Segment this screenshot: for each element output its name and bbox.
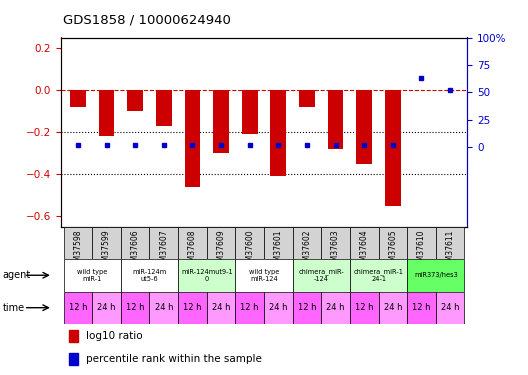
Bar (350, 227, 379, 259)
Bar (299, 90, 315, 107)
Text: GSM37609: GSM37609 (216, 230, 225, 271)
Bar (379, 227, 407, 259)
Text: 24 h: 24 h (212, 303, 230, 312)
Bar (207, 292, 235, 324)
Bar (264, 292, 293, 324)
Text: 24 h: 24 h (155, 303, 173, 312)
Text: 24 h: 24 h (326, 303, 345, 312)
Text: GSM37607: GSM37607 (159, 230, 168, 271)
Bar (293, 292, 321, 324)
Bar (121, 259, 178, 292)
Bar (293, 227, 321, 259)
Bar (356, 90, 372, 164)
Text: 24 h: 24 h (383, 303, 402, 312)
Text: GSM37601: GSM37601 (274, 230, 283, 271)
Bar (407, 227, 436, 259)
Text: agent: agent (3, 270, 31, 280)
Bar (270, 90, 286, 176)
Bar (178, 227, 207, 259)
Text: log10 ratio: log10 ratio (87, 331, 143, 341)
Bar (350, 292, 379, 324)
Text: 24 h: 24 h (441, 303, 459, 312)
Bar (70, 90, 86, 107)
Text: GSM37606: GSM37606 (130, 230, 140, 271)
Bar (149, 227, 178, 259)
Bar (92, 227, 121, 259)
Bar (213, 90, 229, 153)
Text: 12 h: 12 h (298, 303, 316, 312)
Text: GSM37608: GSM37608 (188, 230, 197, 271)
Text: 24 h: 24 h (97, 303, 116, 312)
Bar (350, 259, 407, 292)
Bar (235, 292, 264, 324)
Bar (92, 292, 121, 324)
Bar (385, 90, 401, 206)
Bar (293, 259, 350, 292)
Bar (235, 227, 264, 259)
Bar (407, 292, 436, 324)
Text: wild type
miR-124: wild type miR-124 (249, 269, 279, 282)
Text: miR-124mut9-1
0: miR-124mut9-1 0 (181, 269, 232, 282)
Text: wild type
miR-1: wild type miR-1 (77, 269, 107, 282)
Bar (379, 292, 407, 324)
Bar (185, 90, 200, 187)
Bar (63, 292, 92, 324)
Text: 24 h: 24 h (269, 303, 288, 312)
Bar (63, 227, 92, 259)
Bar (121, 227, 149, 259)
Text: GSM37603: GSM37603 (331, 230, 340, 271)
Bar (178, 292, 207, 324)
Text: GSM37605: GSM37605 (388, 230, 398, 271)
Text: miR373/hes3: miR373/hes3 (414, 272, 458, 278)
Bar (407, 259, 465, 292)
Bar (69, 330, 78, 342)
Bar (436, 227, 465, 259)
Text: GSM37611: GSM37611 (446, 230, 455, 271)
Text: GSM37610: GSM37610 (417, 230, 426, 271)
Bar (69, 353, 78, 365)
Bar (156, 90, 172, 126)
Text: percentile rank within the sample: percentile rank within the sample (87, 354, 262, 364)
Bar (127, 90, 143, 111)
Text: GDS1858 / 10000624940: GDS1858 / 10000624940 (63, 13, 231, 26)
Bar (235, 259, 293, 292)
Bar (149, 292, 178, 324)
Text: GSM37602: GSM37602 (303, 230, 312, 271)
Bar (321, 227, 350, 259)
Bar (242, 90, 258, 134)
Text: GSM37600: GSM37600 (245, 230, 254, 271)
Text: time: time (3, 303, 25, 313)
Text: GSM37598: GSM37598 (73, 230, 82, 271)
Bar (178, 259, 235, 292)
Text: 12 h: 12 h (126, 303, 145, 312)
Bar (121, 292, 149, 324)
Bar (207, 227, 235, 259)
Text: 12 h: 12 h (183, 303, 202, 312)
Text: GSM37604: GSM37604 (360, 230, 369, 271)
Text: 12 h: 12 h (355, 303, 373, 312)
Text: chimera_miR-
-124: chimera_miR- -124 (298, 268, 344, 282)
Bar (264, 227, 293, 259)
Bar (99, 90, 115, 136)
Bar (321, 292, 350, 324)
Text: 12 h: 12 h (412, 303, 431, 312)
Bar (436, 292, 465, 324)
Text: chimera_miR-1
24-1: chimera_miR-1 24-1 (354, 268, 403, 282)
Bar (328, 90, 343, 149)
Text: miR-124m
ut5-6: miR-124m ut5-6 (133, 269, 167, 282)
Text: GSM37599: GSM37599 (102, 230, 111, 271)
Bar (63, 259, 121, 292)
Text: 12 h: 12 h (69, 303, 87, 312)
Text: 12 h: 12 h (240, 303, 259, 312)
